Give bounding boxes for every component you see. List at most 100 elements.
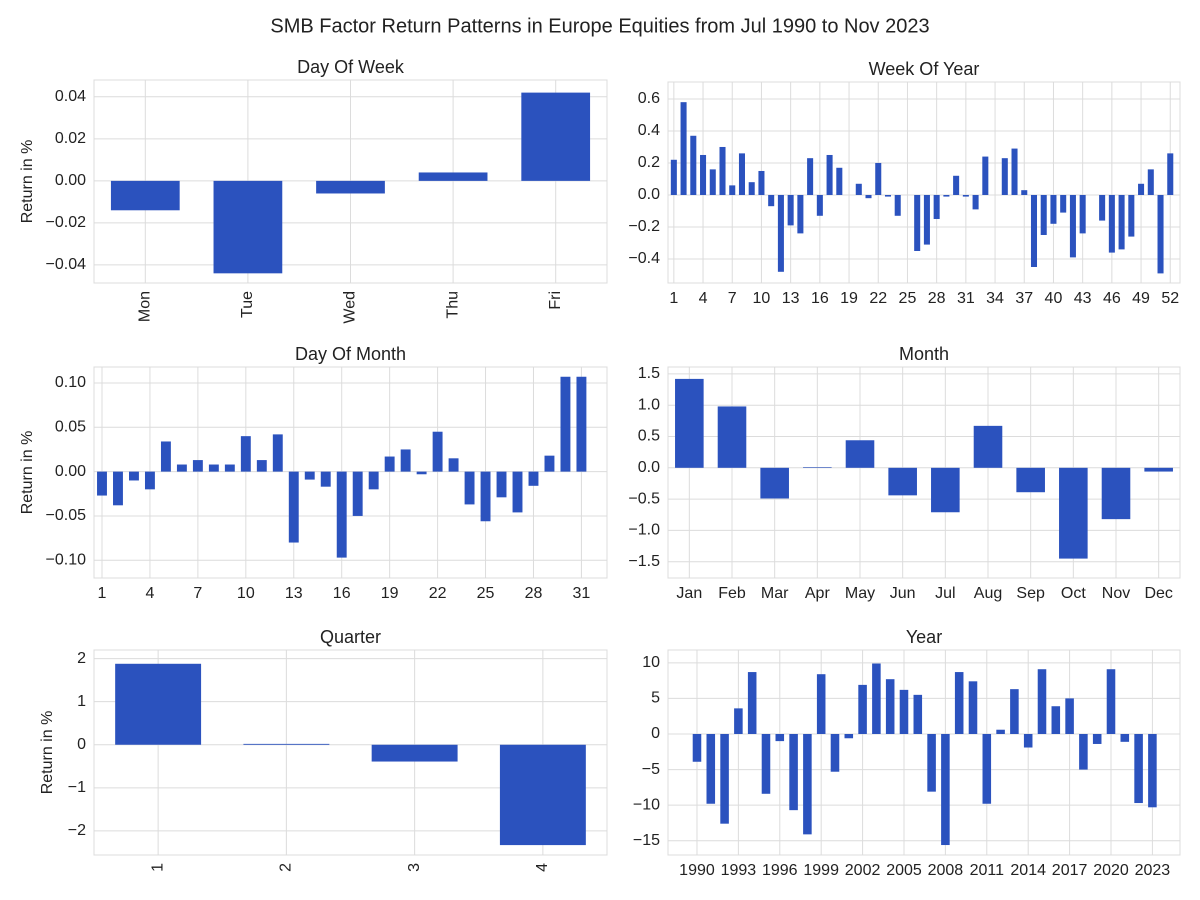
bar — [1060, 194, 1067, 213]
bar — [760, 467, 789, 499]
x-tick-label: Aug — [974, 585, 1002, 602]
x-tick-label: 1 — [98, 585, 107, 602]
bar — [213, 180, 283, 274]
bar — [128, 471, 139, 481]
bar — [914, 194, 921, 251]
bar — [953, 175, 960, 195]
subplot-title: Week Of Year — [869, 59, 980, 79]
bar — [192, 460, 203, 472]
y-tick-label: −2 — [68, 822, 86, 839]
bar — [865, 194, 872, 199]
bar — [872, 663, 881, 734]
bar — [1099, 194, 1106, 221]
bar — [982, 156, 989, 195]
bar — [807, 158, 814, 195]
x-tick-label: Tue — [239, 291, 256, 318]
x-tick-label: 13 — [782, 290, 800, 307]
x-tick-label: Apr — [805, 585, 831, 602]
bar — [858, 684, 867, 734]
subplot-title: Day Of Month — [295, 344, 406, 364]
x-tick-label: 2002 — [845, 862, 881, 879]
subplot-title: Month — [899, 344, 949, 364]
bar — [499, 744, 586, 846]
x-tick-label: Jun — [890, 585, 916, 602]
y-tick-label: 0.02 — [55, 130, 86, 147]
y-tick-label: −1.0 — [628, 522, 660, 539]
bar — [512, 471, 523, 513]
bar — [816, 674, 826, 734]
bar — [1079, 194, 1086, 234]
y-axis-label: Return in % — [19, 140, 36, 224]
subplot-title: Year — [906, 627, 942, 647]
y-tick-label: 0 — [77, 736, 86, 753]
bar — [789, 733, 798, 811]
y-tick-label: 0.2 — [638, 154, 660, 171]
bar — [931, 467, 960, 513]
bar — [675, 378, 704, 468]
y-tick-label: −0.10 — [46, 551, 87, 568]
y-tick-label: 0.00 — [55, 172, 86, 189]
x-tick-label: 13 — [285, 585, 303, 602]
y-tick-label: 0.4 — [638, 122, 660, 139]
bar — [768, 194, 775, 207]
x-tick-label: May — [845, 585, 875, 602]
bar — [448, 458, 459, 472]
x-tick-label: 16 — [811, 290, 829, 307]
x-tick-label: 22 — [869, 290, 887, 307]
bar — [576, 376, 587, 472]
x-tick-label: Mar — [761, 585, 789, 602]
x-tick-label: 1999 — [803, 862, 839, 879]
x-tick-label: 3 — [406, 863, 423, 872]
y-tick-label: 0.5 — [638, 428, 660, 445]
bar — [830, 733, 840, 772]
y-tick-label: −15 — [633, 832, 660, 849]
x-tick-label: 2023 — [1135, 862, 1171, 879]
x-tick-label: 1990 — [679, 862, 715, 879]
bar — [1118, 194, 1125, 250]
x-tick-label: 43 — [1074, 290, 1092, 307]
bar — [690, 135, 697, 195]
x-tick-label: 22 — [429, 585, 447, 602]
bar — [803, 733, 812, 835]
bar — [954, 672, 964, 734]
plot-background — [667, 366, 1181, 579]
y-tick-label: −0.02 — [46, 214, 87, 231]
x-tick-label: 37 — [1015, 290, 1033, 307]
y-tick-label: −0.04 — [46, 256, 87, 273]
bar — [1079, 733, 1088, 770]
x-tick-label: 2014 — [1010, 862, 1046, 879]
bar — [272, 434, 283, 472]
bar — [1134, 733, 1143, 804]
x-tick-label: 2020 — [1093, 862, 1129, 879]
bar — [968, 681, 978, 734]
y-tick-label: 5 — [651, 690, 660, 707]
bar — [943, 194, 950, 197]
x-tick-label: Nov — [1102, 585, 1130, 602]
x-tick-label: 10 — [237, 585, 255, 602]
y-tick-label: −1.5 — [628, 553, 660, 570]
bar — [1167, 153, 1174, 195]
bar — [973, 425, 1003, 468]
bar — [972, 194, 979, 210]
bar — [875, 162, 882, 195]
x-tick-label: 31 — [957, 290, 975, 307]
bar — [738, 153, 745, 195]
bar — [855, 183, 862, 195]
bar — [894, 194, 901, 216]
x-tick-label: Sep — [1016, 585, 1045, 602]
bar — [680, 102, 687, 195]
bar — [709, 169, 716, 195]
y-tick-label: 0.04 — [55, 88, 86, 105]
subplot-title: Quarter — [320, 627, 381, 647]
bar — [97, 471, 107, 496]
bar — [1144, 467, 1173, 472]
bar — [1106, 669, 1116, 734]
x-tick-label: 46 — [1103, 290, 1121, 307]
bar — [528, 471, 539, 486]
bar — [797, 194, 804, 234]
y-tick-label: −0.05 — [46, 507, 87, 524]
x-tick-label: 25 — [477, 585, 495, 602]
bar — [734, 708, 743, 734]
bar — [352, 471, 363, 516]
bar — [1128, 194, 1135, 237]
